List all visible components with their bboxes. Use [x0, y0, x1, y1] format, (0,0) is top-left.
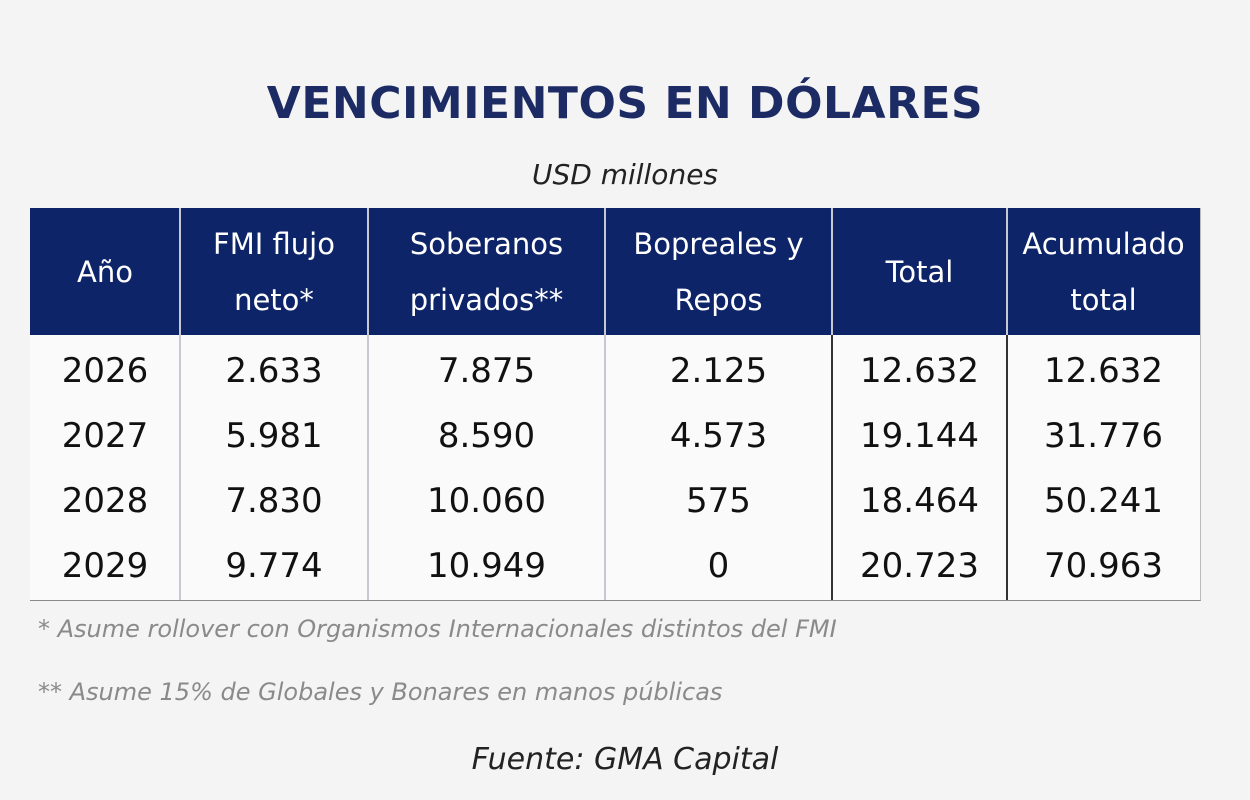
table-cell: 20.723: [860, 545, 979, 586]
table-cell: 50.241: [1044, 480, 1163, 521]
table-cell: 575: [686, 480, 751, 521]
column-divider: [367, 208, 369, 600]
table: Año FMI flujo neto* Soberanos privados** Bopr…: [30, 208, 1201, 601]
header-cell: Total: [832, 208, 1007, 335]
table-cell: 12.632: [860, 350, 979, 391]
subtitle: USD millones: [531, 158, 719, 191]
header-text: privados**: [409, 282, 564, 317]
header-cell: Acumulado total: [1007, 208, 1200, 335]
footnote: * Asume rollover con Organismos Internac…: [38, 615, 837, 643]
table-cell: 2.125: [669, 350, 768, 391]
table-cell: 19.144: [860, 415, 979, 456]
column-divider: [831, 208, 833, 335]
header-text: neto*: [234, 282, 314, 317]
table-cell: 5.981: [225, 415, 323, 456]
table-cell: 7.830: [225, 480, 323, 521]
column-divider: [179, 208, 181, 600]
header-text: Repos: [674, 282, 763, 317]
header-cell: Soberanos privados**: [368, 208, 605, 335]
header-cell: Año: [30, 208, 180, 335]
column-divider: [831, 335, 833, 600]
column-divider: [1006, 335, 1008, 600]
table-cell: 2029: [61, 545, 149, 586]
table-cell: 2028: [61, 480, 149, 521]
table-cell: 31.776: [1044, 415, 1163, 456]
table-cell: 2026: [61, 350, 149, 391]
header-text: Total: [885, 254, 954, 289]
header-text: total: [1070, 282, 1137, 317]
table-cell: 2.633: [225, 350, 323, 391]
header-text: Bopreales y: [633, 226, 804, 261]
table-cell: 12.632: [1044, 350, 1163, 391]
header-cell: Bopreales y Repos: [605, 208, 832, 335]
table-cell: 8.590: [437, 415, 536, 456]
source: Fuente: GMA Capital: [471, 742, 779, 777]
column-divider: [604, 208, 606, 600]
header-text: Soberanos: [409, 226, 564, 261]
footnote: ** Asume 15% de Globales y Bonares en ma…: [38, 678, 723, 706]
header-text: Acumulado: [1022, 226, 1185, 261]
header-text: Año: [77, 254, 133, 289]
column-divider: [1006, 208, 1008, 335]
table-cell: 2027: [61, 415, 149, 456]
table-cell: 18.464: [860, 480, 979, 521]
header-text: FMI flujo: [213, 226, 335, 261]
table-cell: 70.963: [1044, 545, 1163, 586]
header-cell: FMI flujo neto*: [180, 208, 368, 335]
table-cell: 9.774: [225, 545, 323, 586]
title: VENCIMIENTOS EN DÓLARES: [266, 78, 984, 129]
table-cell: 4.573: [669, 415, 768, 456]
table-cell: 7.875: [437, 350, 536, 391]
table-cell: 0: [707, 545, 730, 586]
table-cell: 10.060: [427, 480, 546, 521]
table-cell: 10.949: [427, 545, 546, 586]
